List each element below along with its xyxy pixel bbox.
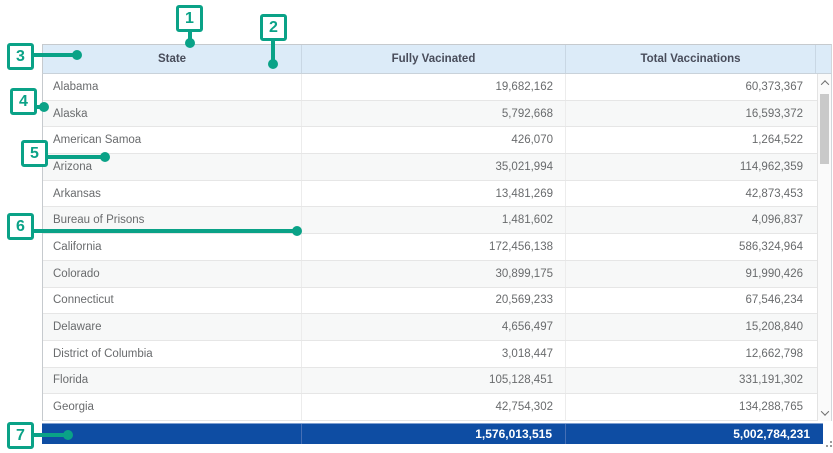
table-row[interactable]: California 172,456,138 586,324,964 [43, 234, 817, 261]
cell-fully-vaccinated: 1,481,602 [302, 207, 566, 234]
table-row[interactable]: American Samoa 426,070 1,264,522 [43, 127, 817, 155]
callout-number: 4 [19, 92, 28, 110]
cell-total-vaccinations: 91,990,426 [745, 267, 803, 280]
callout-line [33, 53, 75, 57]
cell-total-vaccinations: 15,208,840 [745, 321, 803, 334]
vaccinations-table-widget: State Fully Vacinated Total Vaccinations… [42, 44, 832, 444]
callout-box-5: 5 [21, 140, 48, 167]
cell-state: Delaware [43, 314, 302, 340]
cell-state: Alabama [43, 74, 302, 100]
cell-state: Bureau of Prisons [43, 207, 302, 234]
callout-number: 6 [16, 217, 25, 235]
cell-state: Connecticut [43, 287, 302, 314]
cell-state: Colorado [43, 260, 302, 287]
cell-state: Georgia [43, 394, 302, 420]
column-header-filler [816, 45, 831, 73]
chevron-up-icon [820, 79, 829, 89]
chevron-down-icon [820, 406, 829, 416]
callout-line [47, 155, 103, 159]
total-row: 1,576,013,515 5,002,784,231 [42, 423, 823, 444]
vertical-scrollbar[interactable] [817, 74, 832, 421]
callout-dot [268, 59, 278, 69]
cell-fully-vaccinated: 4,656,497 [302, 314, 566, 340]
table-row[interactable]: Colorado 30,899,175 91,990,426 [43, 260, 817, 288]
cell-total-vaccinations: 114,962,359 [739, 160, 803, 173]
cell-fully-vaccinated: 30,899,175 [302, 260, 566, 287]
cell-total-vaccinations: 586,324,964 [739, 240, 803, 253]
table-row[interactable]: Georgia 42,754,302 134,288,765 [43, 394, 817, 421]
cell-fully-vaccinated: 42,754,302 [302, 394, 566, 420]
table-row[interactable]: Alabama 19,682,162 60,373,367 [43, 74, 817, 101]
table-row[interactable]: Arizona 35,021,994 114,962,359 [43, 154, 817, 181]
cell-fully-vaccinated: 20,569,233 [302, 287, 566, 314]
callout-dot [292, 226, 302, 236]
cell-state: District of Columbia [43, 340, 302, 367]
cell-fully-vaccinated: 172,456,138 [302, 234, 566, 260]
cell-total-vaccinations: 12,662,798 [745, 347, 803, 360]
table-row[interactable]: Connecticut 20,569,233 67,546,234 [43, 287, 817, 315]
table-row[interactable]: Alaska 5,792,668 16,593,372 [43, 100, 817, 128]
cell-fully-vaccinated: 5,792,668 [302, 100, 566, 127]
callout-number: 7 [16, 426, 25, 444]
scroll-down-button[interactable] [818, 405, 831, 420]
callout-dot [185, 38, 195, 48]
callout-dot [72, 50, 82, 60]
scrollbar-thumb[interactable] [820, 94, 829, 164]
cell-state: Alaska [43, 100, 302, 127]
table-row[interactable]: Florida 105,128,451 331,191,302 [43, 367, 817, 395]
cell-state: Florida [43, 367, 302, 394]
cell-fully-vaccinated: 105,128,451 [302, 367, 566, 394]
cell-state: Arizona [43, 154, 302, 180]
cell-state: California [43, 234, 302, 260]
column-header-fully-vaccinated[interactable]: Fully Vacinated [302, 45, 566, 73]
callout-line [33, 433, 67, 437]
callout-number: 3 [16, 47, 25, 65]
cell-fully-vaccinated: 426,070 [302, 127, 566, 154]
total-cell-total-vaccinations: 5,002,784,231 [733, 427, 810, 441]
cell-fully-vaccinated: 3,018,447 [302, 340, 566, 367]
callout-line [33, 229, 295, 233]
cell-state: Arkansas [43, 180, 302, 207]
column-header-state[interactable]: State [43, 45, 302, 73]
cell-fully-vaccinated: 35,021,994 [302, 154, 566, 180]
table-row[interactable]: Arkansas 13,481,269 42,873,453 [43, 180, 817, 208]
cell-total-vaccinations: 16,593,372 [745, 107, 803, 120]
callout-number: 5 [30, 144, 39, 162]
table-row[interactable]: Delaware 4,656,497 15,208,840 [43, 314, 817, 341]
table-body: Alabama 19,682,162 60,373,367 Alaska 5,792,6… [42, 74, 817, 421]
callout-number: 1 [185, 9, 194, 27]
callout-box-4: 4 [10, 88, 37, 115]
cell-total-vaccinations: 331,191,302 [739, 374, 803, 387]
callout-box-2: 2 [260, 14, 287, 41]
cell-fully-vaccinated: 19,682,162 [302, 74, 566, 100]
column-header-total-vaccinations[interactable]: Total Vaccinations [566, 45, 816, 73]
callout-box-6: 6 [7, 213, 34, 240]
total-cell-state [42, 424, 302, 444]
callout-line [271, 40, 275, 61]
cell-total-vaccinations: 1,264,522 [751, 134, 803, 147]
cell-total-vaccinations: 134,288,765 [739, 401, 803, 414]
callout-dot [100, 152, 110, 162]
table-row[interactable]: Bureau of Prisons 1,481,602 4,096,837 [43, 207, 817, 235]
callout-box-7: 7 [7, 422, 34, 449]
callout-line [188, 31, 192, 40]
scroll-up-button[interactable] [818, 75, 831, 90]
cell-total-vaccinations: 42,873,453 [745, 187, 803, 200]
callout-box-3: 3 [7, 43, 34, 70]
table-row[interactable]: District of Columbia 3,018,447 12,662,798 [43, 340, 817, 368]
cell-total-vaccinations: 60,373,367 [745, 80, 803, 93]
cell-state: American Samoa [43, 127, 302, 154]
table-header-row: State Fully Vacinated Total Vaccinations [42, 44, 832, 74]
callout-box-1: 1 [176, 5, 203, 32]
total-cell-fully-vaccinated: 1,576,013,515 [302, 424, 566, 444]
cell-fully-vaccinated: 13,481,269 [302, 180, 566, 207]
callout-dot [39, 102, 49, 112]
cell-total-vaccinations: 67,546,234 [745, 294, 803, 307]
cell-total-vaccinations: 4,096,837 [751, 214, 803, 227]
callout-dot [63, 430, 73, 440]
resize-grip-icon[interactable] [830, 445, 832, 447]
callout-number: 2 [269, 18, 278, 36]
